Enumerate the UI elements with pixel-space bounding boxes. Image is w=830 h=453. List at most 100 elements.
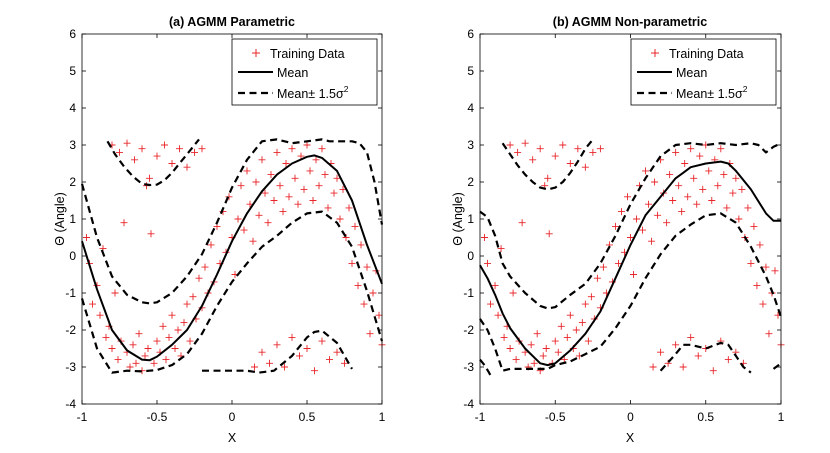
- training-data-point: [123, 139, 131, 147]
- training-data-point: [714, 182, 722, 190]
- training-data-point: [318, 337, 326, 345]
- training-data-point: [315, 182, 323, 190]
- training-data-point: [724, 356, 732, 364]
- training-data-point: [589, 148, 597, 156]
- training-data-point: [669, 197, 677, 204]
- training-data-point: [681, 160, 689, 167]
- training-data-point: [270, 197, 278, 204]
- panel-a-legend-label-band: Mean± 1.5σ2: [277, 84, 349, 101]
- training-data-point: [708, 197, 716, 204]
- training-data-point: [566, 311, 574, 319]
- training-data-point: [333, 348, 341, 356]
- training-data-point: [258, 156, 266, 164]
- training-data-point: [201, 263, 209, 271]
- training-data-point: [694, 352, 702, 360]
- training-data-point: [693, 200, 701, 208]
- training-data-point: [336, 215, 344, 223]
- training-data-point: [132, 359, 140, 367]
- training-data-point: [165, 333, 173, 341]
- mean-curve: [81, 154, 383, 362]
- training-data-point: [261, 189, 269, 197]
- panel-b-ytick-label: 5: [467, 64, 474, 78]
- training-data-point: [354, 282, 362, 290]
- training-data-point: [114, 356, 122, 364]
- training-data-point: [351, 222, 359, 230]
- training-data-point: [654, 211, 662, 219]
- panel-a-legend-label-training: Training Data: [270, 47, 345, 61]
- training-data-point: [744, 204, 752, 212]
- confidence-band-curve: [479, 142, 782, 310]
- training-data-point: [306, 167, 314, 175]
- confidence-band-curve: [80, 138, 384, 305]
- training-data-point: [303, 345, 311, 352]
- training-data-point: [648, 237, 656, 245]
- training-data-point: [494, 311, 502, 319]
- training-data-point: [120, 219, 128, 227]
- training-data-point: [207, 241, 215, 249]
- training-data-point: [679, 363, 687, 371]
- training-data-point: [765, 330, 773, 338]
- training-data-point: [281, 363, 288, 371]
- training-data-point: [762, 263, 770, 271]
- training-data-point: [529, 156, 537, 164]
- training-data-point: [611, 222, 619, 230]
- confidence-band-curve: [659, 341, 752, 374]
- training-data-point: [89, 300, 96, 308]
- training-data-point: [690, 174, 698, 182]
- training-data-point: [363, 263, 371, 271]
- training-data-point: [506, 141, 514, 149]
- training-data-point: [514, 148, 522, 156]
- training-data-point: [146, 174, 153, 182]
- training-data-point: [294, 200, 302, 208]
- training-data-point: [225, 193, 233, 201]
- training-data-point: [96, 311, 104, 319]
- training-data-point: [153, 152, 161, 160]
- panel-a-title: (a) AGMM Parametric: [169, 15, 295, 29]
- panel-b-xtick-label: -0.5: [545, 410, 566, 424]
- panel-b: (b) AGMM Non-parametric -1 -0.5 0 0.5 1 -4 -3…: [451, 15, 785, 445]
- training-data-point: [191, 148, 198, 156]
- panel-a-xtick-label: -1: [77, 410, 88, 424]
- training-data-point: [288, 145, 296, 153]
- training-data-point: [111, 289, 119, 297]
- training-data-point: [162, 356, 170, 364]
- training-data-point: [484, 259, 492, 267]
- training-data-point: [539, 352, 547, 360]
- panel-a-legend-label-mean: Mean: [277, 66, 308, 80]
- training-data-point: [747, 259, 755, 267]
- training-data-point: [252, 178, 260, 186]
- panel-b-legend-band-main: Mean± 1.5σ: [676, 87, 743, 101]
- panel-b-legend-entry-training: Training Data: [651, 47, 744, 61]
- training-data-point: [150, 359, 158, 367]
- panel-a-yticks: -4 -3 -2 -1 0 1 2 3 4 5 6: [65, 27, 382, 411]
- training-data-point: [491, 282, 499, 290]
- training-data-point: [311, 367, 318, 375]
- training-data-point: [687, 145, 695, 153]
- training-data-point: [723, 204, 731, 212]
- training-data-point: [557, 322, 565, 330]
- panel-b-ytick-label: -3: [463, 360, 474, 374]
- panel-b-xticks: -1 -0.5 0 0.5 1: [475, 34, 785, 424]
- training-data-point: [108, 345, 116, 352]
- training-data-point: [696, 152, 704, 160]
- training-data-point: [273, 148, 281, 156]
- training-data-point: [326, 356, 333, 364]
- training-data-point: [360, 300, 368, 308]
- panel-b-xtick-label: 0: [627, 410, 634, 424]
- training-data-point: [131, 156, 138, 164]
- training-data-point: [186, 337, 194, 345]
- training-data-point: [663, 219, 671, 227]
- training-data-point: [249, 237, 257, 245]
- training-data-point: [684, 193, 692, 201]
- training-data-point: [578, 319, 586, 327]
- training-data-point: [709, 367, 717, 375]
- panel-a: (a) AGMM Parametric -1 -0.5 0 0.5 1 -4-3-2-1…: [53, 15, 386, 445]
- training-data-point: [771, 267, 779, 275]
- training-data-point: [116, 148, 123, 156]
- training-data-point: [729, 189, 737, 197]
- training-data-point: [675, 182, 683, 190]
- training-data-point: [614, 259, 622, 267]
- training-data-point: [639, 226, 647, 234]
- training-data-point: [195, 274, 203, 282]
